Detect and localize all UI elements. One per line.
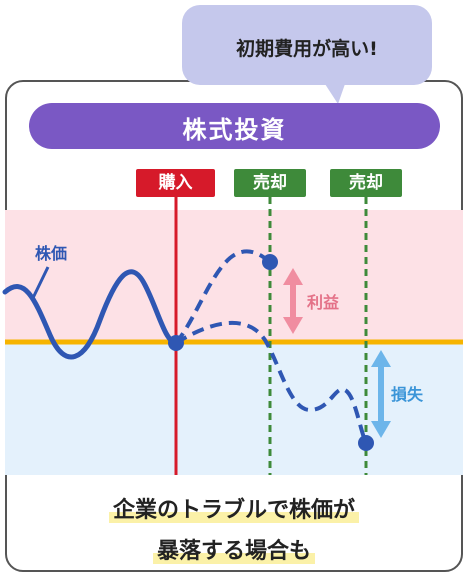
profit-zone [5, 210, 463, 342]
sell-tag-2: 売却 [330, 169, 402, 197]
bubble-text: 初期費用が高い! [236, 38, 378, 60]
loss-path [174, 321, 368, 444]
caption-line-1: 企業のトラブルで株価が [0, 492, 468, 524]
banner-title: 株式投資 [182, 116, 287, 144]
speech-bubble [182, 5, 432, 85]
caption-text-2: 暴落する場合も [152, 539, 315, 564]
buy-point [168, 335, 184, 351]
profit-point [262, 254, 278, 270]
price-label: 株価 [35, 244, 68, 263]
price-curve [2, 269, 179, 360]
title-banner [29, 103, 440, 149]
profit-path [174, 249, 272, 345]
profit-arrow [283, 268, 303, 334]
sell-tag-1: 売却 [234, 169, 306, 197]
profit-label: 利益 [307, 293, 340, 312]
loss-point [358, 435, 374, 451]
caption-text-1: 企業のトラブルで株価が [108, 498, 359, 523]
caption-line-2: 暴落する場合も [0, 533, 468, 565]
price-label-pointer [30, 266, 50, 301]
loss-label: 損失 [391, 385, 424, 404]
loss-arrow [371, 350, 391, 438]
buy-tag: 購入 [136, 169, 215, 197]
